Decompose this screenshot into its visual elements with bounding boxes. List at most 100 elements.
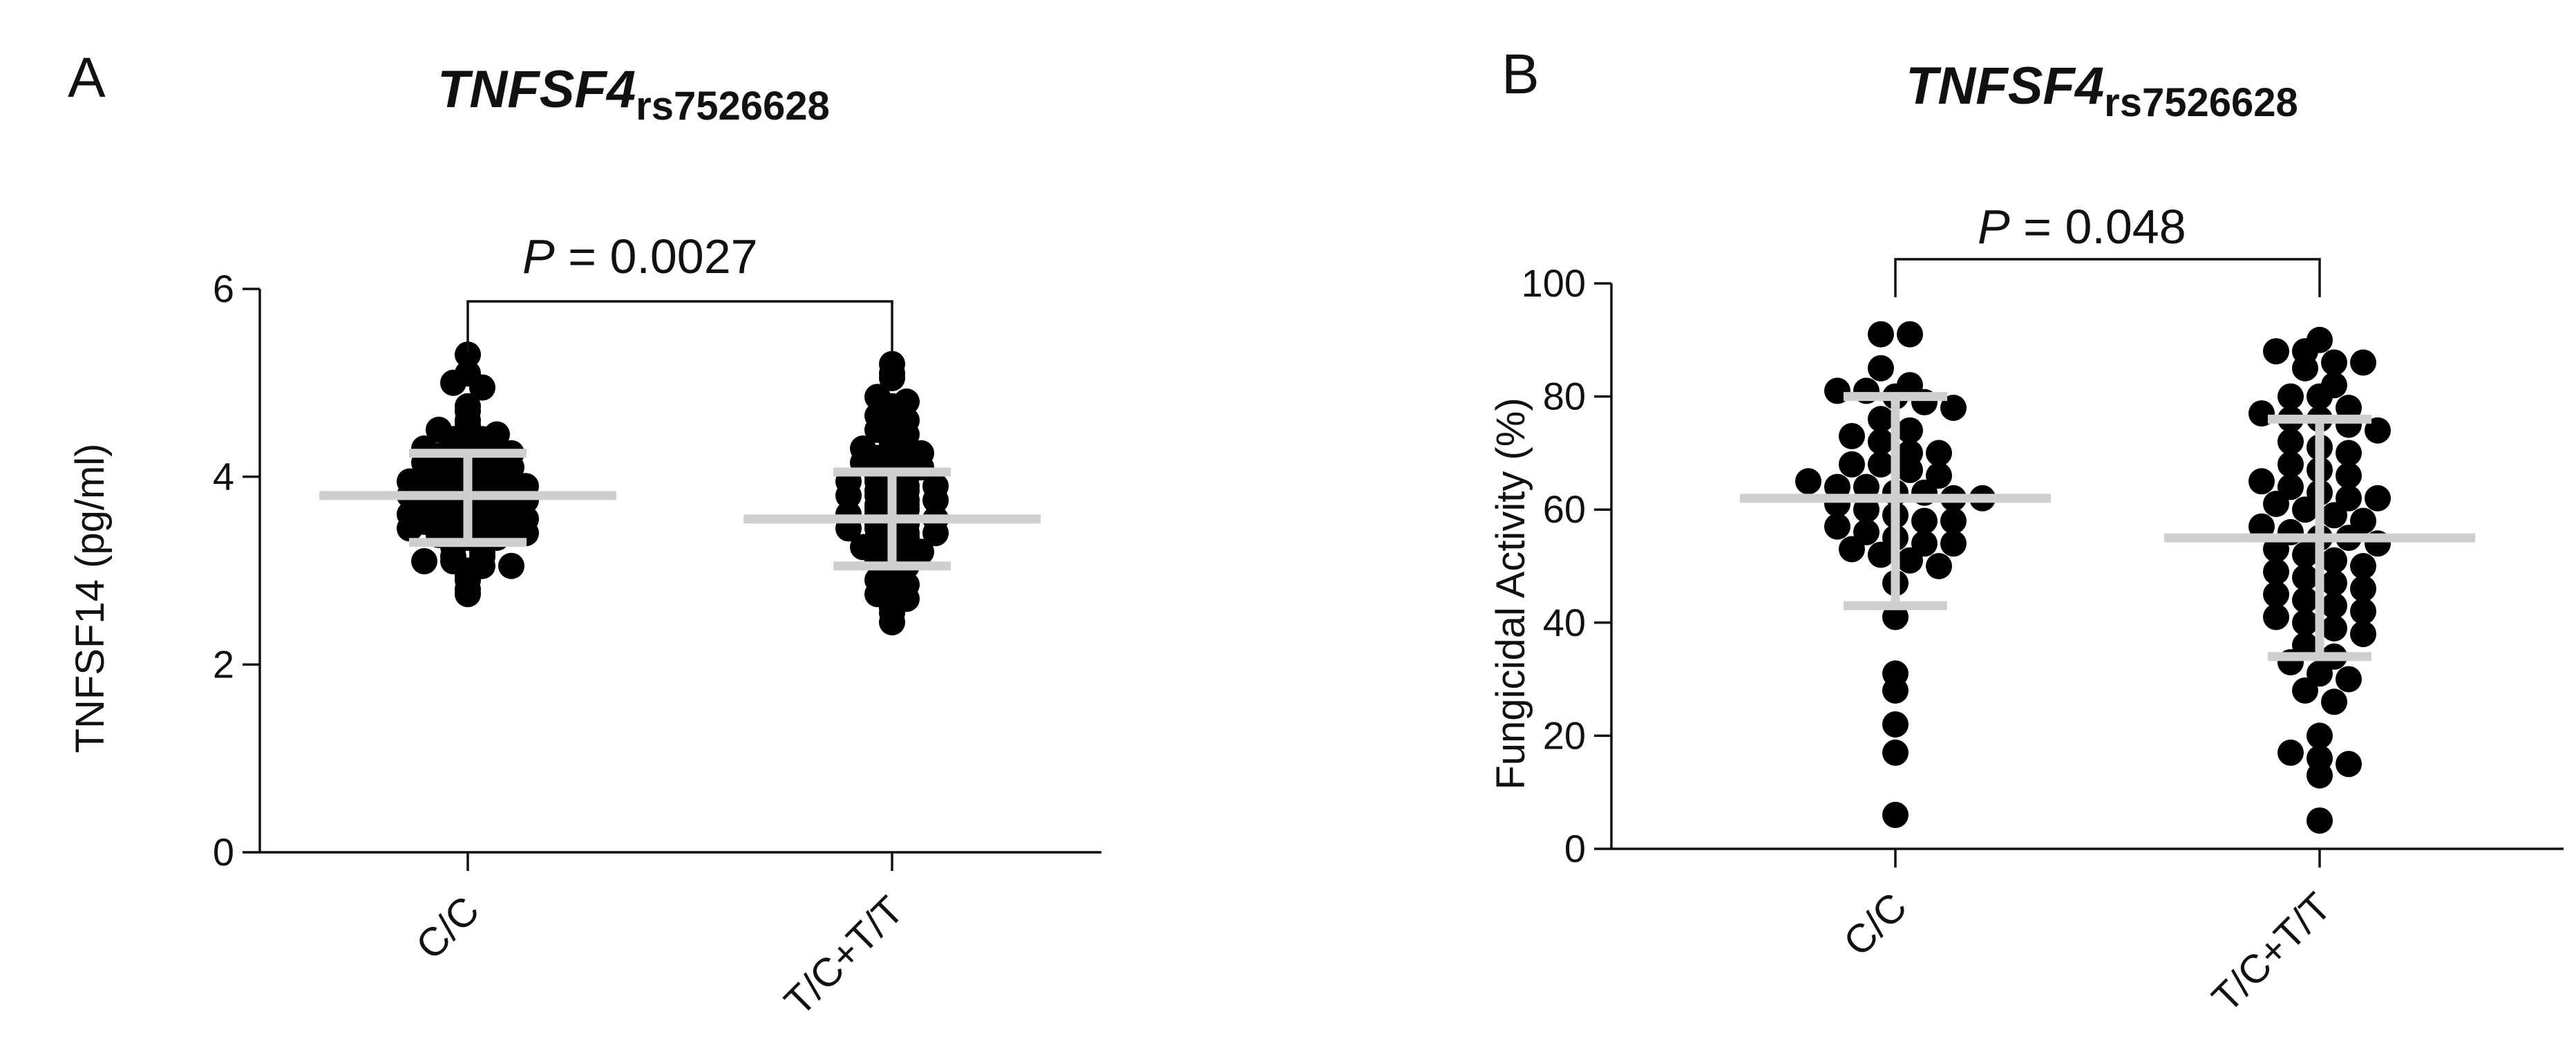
- data-point: [1868, 355, 1894, 382]
- data-point: [1940, 530, 1967, 557]
- panel-a-p-text: = 0.0027: [555, 229, 758, 283]
- data-point: [1882, 677, 1909, 704]
- y-axis-title: Fungicidal Activity (%): [1488, 397, 1533, 789]
- data-point: [455, 581, 481, 608]
- data-point: [1795, 468, 1821, 495]
- data-point: [2321, 502, 2347, 529]
- data-point: [2292, 496, 2318, 523]
- data-point: [2321, 688, 2347, 715]
- y-tick-label: 6: [213, 267, 234, 310]
- x-category-label: C/C: [408, 888, 489, 968]
- data-point: [2321, 615, 2347, 641]
- data-point: [1911, 507, 1938, 534]
- y-tick-label: 100: [1522, 261, 1586, 305]
- data-point: [835, 482, 862, 509]
- y-tick-label: 40: [1543, 601, 1586, 644]
- panel-a-axes: 0 2 4 6 TNFSF14 (pg/ml) C/C T/C+T/T: [68, 267, 1101, 1024]
- panel-a-data-points: [397, 341, 949, 636]
- data-point: [2321, 570, 2347, 597]
- panel-a-p-value-annotation: P = 0.0027: [466, 229, 893, 353]
- panel-a-title-main: TNFSF4: [437, 60, 636, 119]
- data-point: [2336, 440, 2362, 467]
- data-point: [1853, 496, 1879, 523]
- data-point: [1926, 440, 1952, 467]
- data-point: [2350, 575, 2376, 602]
- data-point: [1940, 395, 1967, 421]
- data-point: [2350, 553, 2376, 579]
- data-point: [2248, 468, 2275, 495]
- panel-a: A TNFSF4rs7526628 0 2 4 6 TNFSF14 (pg/ml) C/C…: [68, 46, 1101, 1024]
- data-point: [1853, 473, 1879, 500]
- x-category-label: T/C+T/T: [2204, 884, 2340, 1020]
- data-point: [397, 515, 423, 542]
- data-point: [2263, 581, 2289, 608]
- data-point: [2336, 751, 2362, 778]
- panel-b-axes: 0 20 40 60 80 100 Fungicidal Activity (%) C/C T/…: [1488, 261, 2564, 1021]
- data-point: [2263, 491, 2289, 517]
- data-point: [1882, 603, 1909, 630]
- data-point: [2350, 598, 2376, 625]
- data-point: [2350, 621, 2376, 648]
- data-point: [440, 369, 466, 396]
- panel-b-label: B: [1502, 43, 1540, 106]
- significance-bracket: [1894, 258, 2321, 297]
- data-point: [469, 374, 495, 401]
- data-point: [879, 365, 905, 391]
- data-point: [1882, 711, 1909, 738]
- panel-b-p-value: P = 0.048: [1978, 200, 2186, 254]
- panel-a-summary-bars: [319, 449, 1041, 571]
- data-point: [1897, 321, 1923, 348]
- y-tick-label: 20: [1543, 713, 1586, 757]
- y-tick-label: 2: [213, 642, 234, 686]
- panel-b-title: TNFSF4rs7526628: [1906, 57, 2298, 125]
- panel-b-title-subscript: rs7526628: [2104, 80, 2298, 125]
- panel-b-summary-bars: [1740, 392, 2475, 662]
- panel-b-p-value-annotation: P = 0.048: [1894, 200, 2321, 297]
- data-point: [1868, 406, 1894, 433]
- panel-b-p-text: = 0.048: [2010, 200, 2186, 254]
- data-point: [2321, 547, 2347, 574]
- data-point: [1824, 513, 1850, 540]
- data-point: [2263, 338, 2289, 365]
- data-point: [498, 552, 524, 579]
- panel-a-title-subscript: rs7526628: [636, 84, 830, 129]
- data-point: [2263, 603, 2289, 630]
- data-point: [1839, 451, 1865, 478]
- data-point: [2292, 355, 2318, 382]
- data-point: [2321, 349, 2347, 376]
- data-point: [2263, 536, 2289, 563]
- data-point: [1897, 547, 1923, 574]
- y-tick-label: 80: [1543, 375, 1586, 418]
- data-point: [2277, 383, 2304, 410]
- data-point: [2307, 722, 2333, 749]
- data-point: [1868, 429, 1894, 455]
- x-category-label: T/C+T/T: [776, 888, 912, 1024]
- panel-a-p-symbol: P: [522, 229, 555, 283]
- panel-b-p-symbol: P: [1978, 200, 2010, 254]
- data-point: [922, 487, 949, 514]
- data-point: [2292, 541, 2318, 568]
- data-point: [2248, 513, 2275, 540]
- y-axis-title: TNFSF14 (pg/ml): [68, 444, 113, 753]
- data-point: [411, 547, 437, 574]
- data-point: [1897, 417, 1923, 444]
- data-point: [2277, 739, 2304, 766]
- data-point: [2350, 349, 2376, 376]
- data-point: [2292, 609, 2318, 636]
- panel-b: B TNFSF4rs7526628 0 20 40 60 80 100 Fungicidal…: [1488, 43, 2564, 1021]
- data-point: [2292, 564, 2318, 591]
- data-point: [879, 609, 905, 636]
- data-point: [1839, 422, 1865, 449]
- data-point: [455, 341, 481, 368]
- panel-b-data-points: [1795, 321, 2391, 834]
- data-point: [2365, 417, 2391, 444]
- panel-a-label: A: [68, 46, 106, 109]
- data-point: [2307, 383, 2333, 410]
- panel-a-title: TNFSF4rs7526628: [437, 60, 830, 129]
- data-point: [2336, 666, 2362, 693]
- data-point: [922, 520, 949, 547]
- data-point: [2263, 559, 2289, 585]
- data-point: [2277, 429, 2304, 455]
- data-point: [2365, 485, 2391, 512]
